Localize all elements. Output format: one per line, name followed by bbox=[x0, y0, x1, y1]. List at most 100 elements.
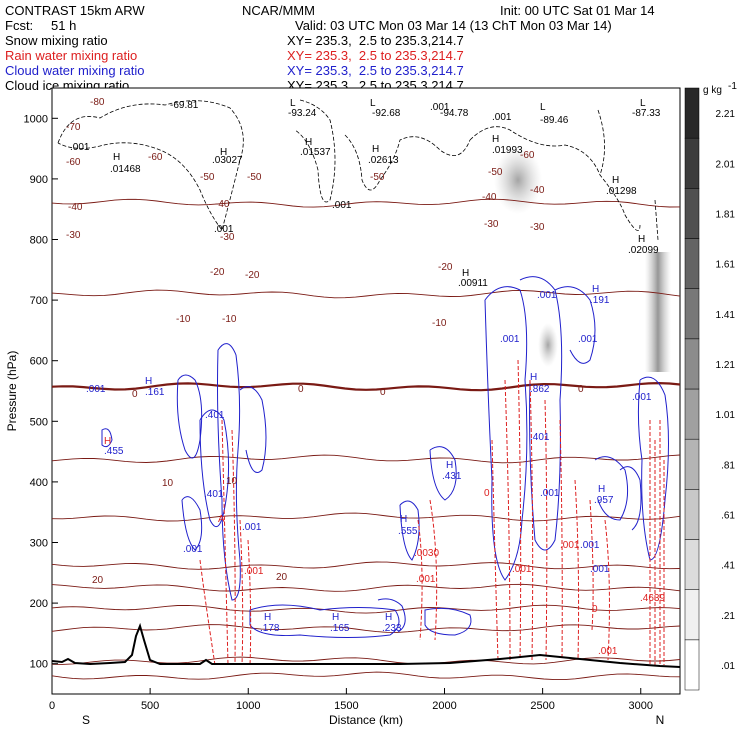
x-tick-label: 2500 bbox=[530, 700, 554, 712]
org-label: NCAR/MMM bbox=[242, 3, 315, 18]
label-cw-165: .165 bbox=[330, 623, 350, 634]
label-cw-455: .455 bbox=[104, 446, 124, 457]
label-m40a: -40 bbox=[68, 202, 83, 213]
colorbar-unit: g kg bbox=[703, 85, 722, 96]
y-tick-label: 700 bbox=[30, 295, 48, 307]
field-rain-xy: XY= 235.3, 2.5 to 235.3,214.7 bbox=[287, 48, 464, 63]
label-m20c: -20 bbox=[438, 262, 453, 273]
snow-shading-mid bbox=[538, 323, 558, 367]
colorbar-tick-label: .81 bbox=[721, 460, 735, 471]
temperature-contour-20 bbox=[52, 198, 680, 208]
label-rw-001c: .001 bbox=[512, 564, 532, 575]
colorbar-segment bbox=[684, 489, 700, 540]
y-tick-label: 300 bbox=[30, 538, 48, 550]
label-0b: 0 bbox=[298, 384, 304, 395]
contour-labels: -80 -70 -60 -60 -60 -50 -50 -50 -50 -40 … bbox=[66, 97, 584, 586]
y-tick-label: 400 bbox=[30, 477, 48, 489]
high-marker-cw-2: H bbox=[400, 514, 407, 525]
label-v6981: -69.81 bbox=[170, 100, 199, 111]
colorbar-tick-label: .41 bbox=[721, 561, 735, 572]
colorbar-tick-label: 1.01 bbox=[716, 410, 736, 421]
label-rw-0b: 0 bbox=[592, 604, 598, 615]
y-tick-label: 200 bbox=[30, 598, 48, 610]
label-m60a: -60 bbox=[66, 157, 81, 168]
axes: 0 500 1000 1500 2000 2500 30001002003004005006… bbox=[5, 113, 664, 727]
temperature-contour-minus10 bbox=[52, 454, 680, 464]
label-v9478: -94.78 bbox=[440, 108, 469, 119]
high-marker-5: H bbox=[492, 134, 499, 145]
label-0d: 0 bbox=[578, 384, 584, 395]
label-rw-001b: .001 bbox=[244, 566, 264, 577]
label-rw-a: A bbox=[218, 514, 225, 525]
label-0c: 0 bbox=[380, 387, 386, 398]
label-cw-233: .233 bbox=[382, 623, 402, 634]
field-snow-xy: XY= 235.3, 2.5 to 235.3,214.7 bbox=[287, 33, 464, 48]
low-marker-3: L bbox=[540, 102, 546, 113]
label-m30a: -30 bbox=[66, 230, 81, 241]
y-axis-label: Pressure (hPa) bbox=[5, 351, 19, 432]
label-rw-h: H bbox=[104, 436, 111, 447]
label-v9268: -92.68 bbox=[372, 108, 401, 119]
label-cw-178: .178 bbox=[260, 623, 280, 634]
field-rain-name: Rain water mixing ratio bbox=[5, 48, 138, 63]
high-marker-2: H bbox=[220, 147, 227, 158]
colorbar-tick-label: 2.01 bbox=[716, 159, 736, 170]
x-end-label-south: S bbox=[82, 713, 90, 727]
colorbar-segment bbox=[684, 539, 700, 590]
high-marker-cw-8: H bbox=[332, 612, 339, 623]
x-end-label-north: N bbox=[656, 713, 665, 727]
temperature-contour-minus20 bbox=[52, 512, 680, 522]
high-marker-cw-4: H bbox=[530, 372, 537, 383]
high-marker-3: H bbox=[305, 137, 312, 148]
label-rw-0030: .0030 bbox=[414, 548, 439, 559]
field-cloudwater-xy: XY= 235.3, 2.5 to 235.3,214.7 bbox=[287, 63, 464, 78]
high-marker-4: H bbox=[372, 144, 379, 155]
rain-water-labels: H A .0030 .001 .001 0 .001 .001 0 .001 .… bbox=[104, 436, 665, 657]
label-m50a: -50 bbox=[200, 172, 215, 183]
label-m80: -80 bbox=[90, 97, 105, 108]
label-i01468: .01468 bbox=[110, 164, 141, 175]
label-v8946: -89.46 bbox=[540, 115, 569, 126]
temperature-contour-minus50 bbox=[52, 604, 680, 614]
label-rw-4639: .4639 bbox=[640, 593, 665, 604]
colorbar-segment bbox=[684, 438, 700, 490]
colorbar-segment bbox=[684, 388, 700, 440]
label-i00911: .00911 bbox=[458, 278, 488, 289]
label-rw-001d: .001 bbox=[560, 540, 580, 551]
y-tick-label: 800 bbox=[30, 235, 48, 247]
label-m60c: -60 bbox=[520, 150, 535, 161]
label-cw-862: .862 bbox=[530, 384, 550, 395]
x-tick-label: 3000 bbox=[629, 700, 653, 712]
label-cw-001b: .001 bbox=[183, 544, 203, 555]
label-cw-001g: .001 bbox=[540, 488, 560, 499]
snow-shading-upper bbox=[494, 146, 542, 214]
label-cw-431: .431 bbox=[442, 471, 462, 482]
high-marker-7: H bbox=[638, 234, 645, 245]
colorbar-tick-label: 1.61 bbox=[716, 260, 736, 271]
label-m70: -70 bbox=[66, 122, 81, 133]
label-v9324: -93.24 bbox=[288, 108, 317, 119]
colorbar: .01 .21 .41 .61 .81 1.01 1.21 1.41 1.61 1.81 2.01 2… bbox=[684, 81, 737, 691]
y-tick-label: 500 bbox=[30, 416, 48, 428]
colorbar-tick-label: 1.21 bbox=[716, 360, 736, 371]
temperature-contour-minus60 bbox=[52, 624, 680, 633]
rain-water-contours bbox=[199, 359, 665, 666]
low-marker-1: L bbox=[290, 98, 296, 109]
label-ice-001b: .001 bbox=[214, 224, 234, 235]
plot-area bbox=[51, 87, 681, 695]
label-cw-001i: .001 bbox=[590, 564, 610, 575]
label-m40d: -40 bbox=[482, 192, 497, 203]
label-ice-001e: .001 bbox=[492, 112, 512, 123]
colorbar-tick-label: 1.81 bbox=[716, 209, 736, 220]
x-tick-label: 500 bbox=[141, 700, 159, 712]
label-10a: 10 bbox=[162, 478, 174, 489]
label-ice-001c: .001 bbox=[332, 200, 352, 211]
terrain-line bbox=[52, 622, 680, 668]
colorbar-segment bbox=[684, 238, 700, 289]
label-cw-001e: .001 bbox=[537, 290, 557, 301]
label-10b: 10 bbox=[226, 476, 238, 487]
label-cw-191: .191 bbox=[590, 295, 610, 306]
label-v8733: -87.33 bbox=[632, 108, 661, 119]
forecast-label: Fcst: bbox=[5, 18, 34, 33]
high-marker-8: H bbox=[462, 268, 469, 279]
